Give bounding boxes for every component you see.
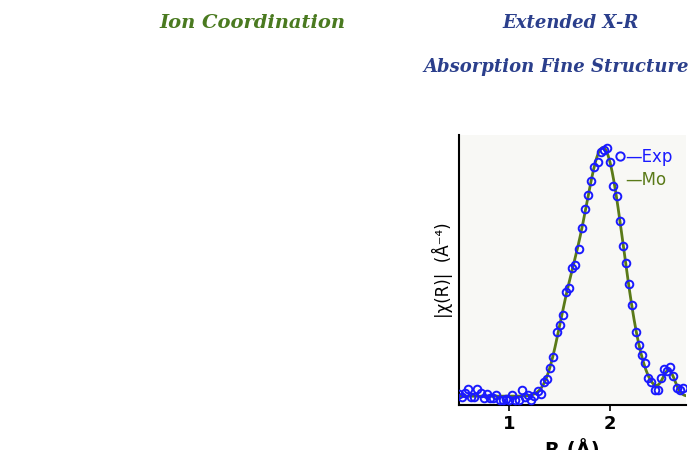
Text: Absorption Fine Structure: Absorption Fine Structure xyxy=(424,58,690,76)
Legend: —Exp, —Mo: —Exp, —Mo xyxy=(615,144,678,194)
Text: Extended X-R: Extended X-R xyxy=(503,14,638,32)
X-axis label: R (Å): R (Å) xyxy=(545,439,600,450)
Text: Ion Coordination: Ion Coordination xyxy=(159,14,345,32)
Y-axis label: |χ(R)|  (Å⁻⁴): |χ(R)| (Å⁻⁴) xyxy=(432,222,453,318)
